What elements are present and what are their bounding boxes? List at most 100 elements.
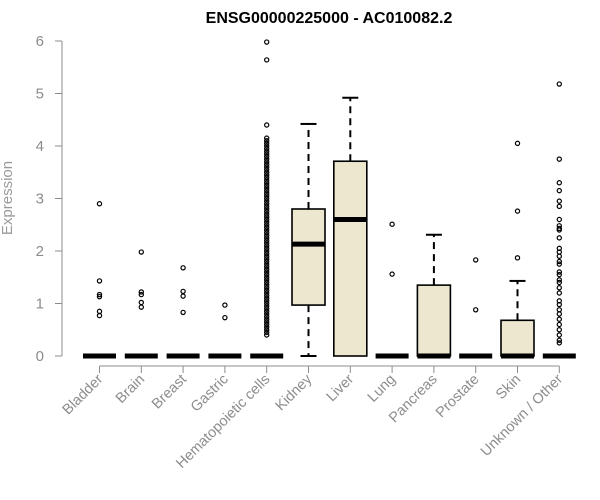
outlier-point xyxy=(264,203,270,210)
box-breast xyxy=(166,265,200,359)
outlier-point xyxy=(264,235,270,241)
outlier-point xyxy=(264,172,270,178)
y-tick-label: 4 xyxy=(36,138,44,155)
x-tick-label-brain: Brain xyxy=(113,372,148,407)
outlier-point xyxy=(96,278,103,284)
outlier-point xyxy=(264,166,270,173)
outlier-point xyxy=(264,222,270,228)
outlier-point xyxy=(264,324,270,330)
outlier-point xyxy=(264,140,270,147)
outlier-point xyxy=(264,295,270,301)
outlier-point xyxy=(264,253,270,259)
box-unknown-other xyxy=(542,81,576,359)
box-bladder xyxy=(83,201,116,359)
box-gastric xyxy=(208,302,242,359)
outlier-point xyxy=(264,208,270,215)
outlier-point xyxy=(264,290,270,296)
outlier-point xyxy=(264,174,270,181)
outlier-point xyxy=(138,289,144,295)
box-liver xyxy=(332,96,368,357)
outlier-point xyxy=(138,304,144,310)
outlier-point xyxy=(514,208,521,214)
box-prostate xyxy=(459,257,493,359)
outlier-point xyxy=(556,198,563,204)
outlier-point xyxy=(556,261,563,267)
outlier-point xyxy=(222,314,228,321)
outlier-point xyxy=(473,257,479,263)
outlier-point xyxy=(514,255,521,261)
outlier-point xyxy=(556,321,563,328)
outlier-point xyxy=(556,285,563,291)
outlier-point xyxy=(556,301,563,308)
outlier-point xyxy=(264,216,270,223)
outlier-point xyxy=(264,159,270,165)
x-tick-label-skin: Skin xyxy=(493,372,524,403)
outlier-point xyxy=(264,39,270,45)
outlier-point xyxy=(264,143,270,149)
outlier-point xyxy=(264,292,270,299)
outlier-point xyxy=(556,253,563,259)
outlier-point xyxy=(556,279,563,286)
outlier-point xyxy=(264,269,270,275)
outlier-point xyxy=(264,122,270,128)
outlier-point xyxy=(556,277,563,283)
outlier-point xyxy=(264,164,270,170)
outlier-point xyxy=(96,308,103,315)
outlier-point xyxy=(264,57,270,63)
outlier-point xyxy=(264,321,270,328)
outlier-point xyxy=(264,161,270,168)
outlier-point xyxy=(264,274,270,280)
y-tick-label: 6 xyxy=(36,33,44,50)
y-tick-label: 5 xyxy=(36,86,44,103)
outlier-point xyxy=(556,311,563,317)
outlier-point xyxy=(264,227,270,233)
x-tick-label-breast: Breast xyxy=(149,372,190,413)
outlier-point xyxy=(264,285,270,291)
outlier-point xyxy=(264,190,270,196)
outlier-point xyxy=(264,248,270,254)
outlier-point xyxy=(264,229,270,236)
outlier-point xyxy=(264,279,270,286)
outlier-point xyxy=(264,195,270,202)
outlier-point xyxy=(556,258,563,265)
outlier-point xyxy=(264,180,270,186)
outlier-point xyxy=(264,319,270,325)
x-tick-label-bladder: Bladder xyxy=(60,371,107,418)
outlier-point xyxy=(264,145,270,152)
outlier-point xyxy=(556,290,563,296)
y-tick-label: 1 xyxy=(36,296,44,313)
outlier-point xyxy=(264,271,270,278)
outlier-point xyxy=(556,337,563,343)
outlier-point xyxy=(556,327,563,333)
outlier-point xyxy=(264,316,270,322)
y-tick-label: 2 xyxy=(36,243,44,260)
box-skin xyxy=(500,140,535,359)
y-tick-label: 0 xyxy=(36,348,44,365)
outlier-point xyxy=(264,256,270,262)
outlier-point xyxy=(264,287,270,294)
outlier-point xyxy=(264,201,270,207)
outlier-point xyxy=(264,187,270,194)
outlier-point xyxy=(138,299,144,306)
boxes-layer xyxy=(83,39,576,359)
outlier-point xyxy=(264,198,270,204)
outlier-point xyxy=(264,282,270,288)
outlier-point xyxy=(264,298,270,304)
outlier-point xyxy=(264,250,270,257)
outlier-point xyxy=(264,332,270,338)
outlier-point xyxy=(556,156,563,162)
outlier-point xyxy=(264,156,270,162)
outlier-point xyxy=(264,169,270,175)
outlier-point xyxy=(264,237,270,244)
outlier-point xyxy=(180,293,186,299)
outlier-point xyxy=(264,148,270,154)
outlier-point xyxy=(264,211,270,217)
outlier-point xyxy=(264,232,270,238)
x-tick-label-liver: Liver xyxy=(324,371,358,405)
outlier-point xyxy=(264,243,270,249)
outlier-point xyxy=(264,240,270,246)
outlier-point xyxy=(96,312,103,319)
outlier-point xyxy=(556,203,563,210)
